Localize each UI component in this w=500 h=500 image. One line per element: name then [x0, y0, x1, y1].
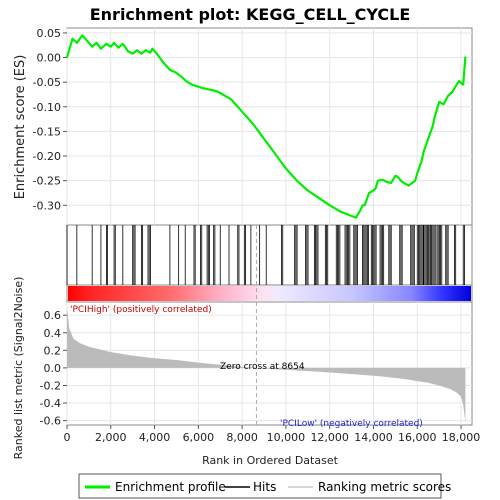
metric-tick-label: -0.6 [40, 415, 61, 428]
metric-y-label: Ranked list metric (Signal2Noise) [12, 277, 25, 460]
hits-group [66, 225, 465, 285]
x-tick-label: 10,000 [267, 431, 306, 444]
x-axis-label: Rank in Ordered Dataset [202, 454, 339, 467]
metric-tick-label: 0.6 [44, 309, 62, 322]
legend-box [78, 473, 442, 499]
es-tick-label: -0.15 [33, 125, 61, 138]
legend: Enrichment profile Hits Ranking metric s… [78, 473, 451, 499]
x-tick-label: 12,000 [310, 431, 349, 444]
positive-label: 'PCIHigh' (positively correlated) [70, 305, 212, 315]
es-tick-label: -0.20 [33, 150, 61, 163]
x-tick-label: 6,000 [183, 431, 215, 444]
x-axis: 0 2,000 4,000 6,000 8,000 10,000 12,000 14,000 1… [64, 425, 481, 444]
legend-metric-label: Ranking metric scores [318, 480, 451, 494]
negative-label: 'PCILow' (negatively correlated) [280, 419, 423, 429]
es-tick-label: 0.05 [37, 27, 62, 40]
metric-y-axis: 0.6 0.4 0.2 0.0 -0.2 -0.4 -0.6 [40, 309, 67, 428]
zero-cross-label: Zero cross at 8654 [220, 362, 305, 372]
es-tick-label: 0.00 [37, 52, 62, 65]
hits-panel [66, 224, 473, 286]
es-panel [66, 27, 473, 226]
colorbar-group [68, 286, 471, 301]
es-tick-label: -0.05 [33, 76, 61, 89]
x-tick-label: 2,000 [95, 431, 127, 444]
x-tick-label: 18,000 [442, 431, 481, 444]
x-tick-label: 4,000 [139, 431, 171, 444]
legend-es-label: Enrichment profile [115, 480, 226, 494]
es-line-group [65, 34, 467, 219]
metric-group [67, 225, 466, 425]
ranking-colorbar [68, 286, 471, 301]
metric-tick-label: 0.2 [44, 344, 62, 357]
chart-title: Enrichment plot: KEGG_CELL_CYCLE [90, 5, 411, 24]
metric-tick-label: 0.0 [44, 362, 62, 375]
metric-tick-label: -0.4 [40, 397, 61, 410]
x-tick-label: 0 [64, 431, 71, 444]
metric-tick-label: 0.4 [44, 327, 62, 340]
es-y-axis: 0.05 0.00 -0.05 -0.10 -0.15 -0.20 -0.25 -0.30 [33, 27, 67, 212]
metric-tick-label: -0.2 [40, 379, 61, 392]
x-tick-label: 14,000 [354, 431, 393, 444]
es-line [65, 34, 467, 219]
legend-hits-label: Hits [253, 480, 276, 494]
es-tick-label: -0.25 [33, 175, 61, 188]
es-grid [66, 28, 472, 225]
x-tick-label: 16,000 [398, 431, 437, 444]
ranking-metric-area [67, 306, 466, 423]
es-tick-label: -0.30 [33, 199, 61, 212]
es-tick-label: -0.10 [33, 101, 61, 114]
es-y-label: Enrichment score (ES) [13, 55, 28, 200]
x-tick-label: 8,000 [226, 431, 258, 444]
